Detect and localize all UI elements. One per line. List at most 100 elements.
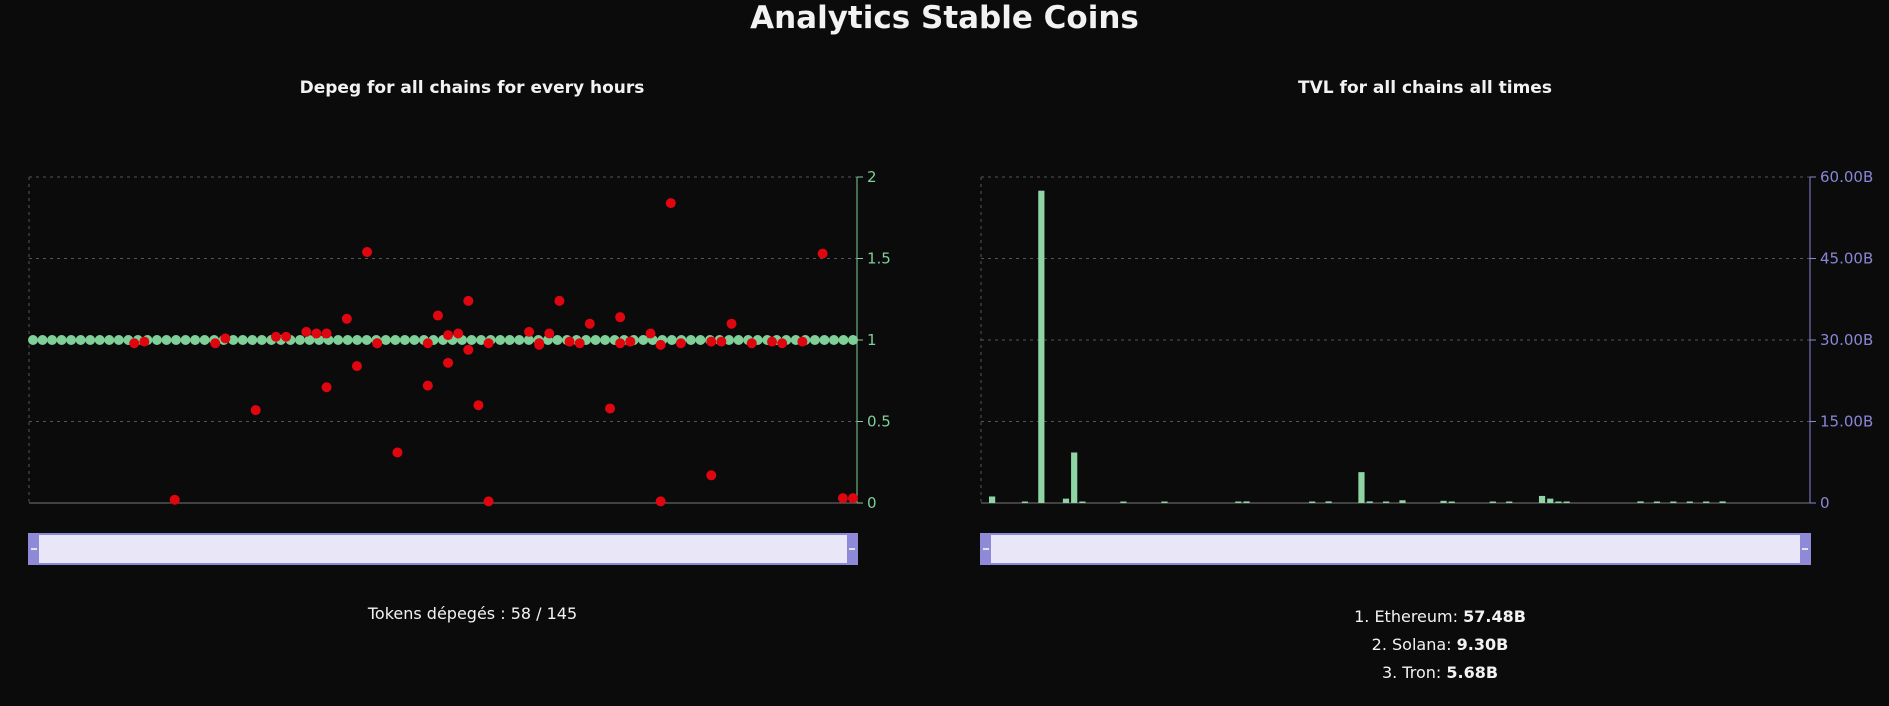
depeg-point <box>524 326 535 337</box>
stable-point <box>28 335 38 345</box>
depeg-point <box>584 318 595 329</box>
depeg-chart-title: Depeg for all chains for every hours <box>299 78 645 98</box>
ranking-item-3: 3. Tron: 5.68B <box>1381 663 1499 682</box>
depeg-point <box>483 338 494 349</box>
depeg-point <box>797 336 808 347</box>
tvl-bar <box>1440 500 1447 503</box>
tvl-bar <box>1366 501 1373 503</box>
tvl-bar <box>1563 501 1570 503</box>
tvl-bar <box>1399 500 1406 503</box>
depeg-point <box>463 295 474 306</box>
tvl-bar <box>1670 501 1677 503</box>
depeg-chart-tick-label: 1 <box>867 331 877 349</box>
tvl-bar <box>1021 501 1029 503</box>
depeg-point <box>706 336 717 347</box>
tvl-bar <box>989 496 996 503</box>
stable-point <box>380 335 391 345</box>
depeg-point <box>675 338 686 349</box>
depeg-point <box>362 246 373 257</box>
stable-point <box>600 335 611 345</box>
depeg-point <box>311 328 322 339</box>
tvl-chart-range-slider[interactable] <box>980 533 1811 565</box>
stable-point <box>514 335 525 345</box>
tvl-bar <box>1703 501 1710 503</box>
tvl-bar <box>1038 190 1045 503</box>
depeg-chart-range-slider[interactable] <box>28 533 858 565</box>
stable-point <box>247 335 258 345</box>
tvl-bar <box>1555 501 1562 503</box>
stable-point <box>523 335 534 345</box>
depeg-point <box>483 496 494 507</box>
tvl-ranking: 1. Ethereum: 57.48B 2. Solana: 9.30B 3. … <box>1280 603 1600 687</box>
depeg-point <box>574 338 585 349</box>
depeg-point <box>321 382 332 393</box>
tvl-bar <box>1547 498 1554 503</box>
stable-point <box>495 335 506 345</box>
depeg-point <box>777 338 788 349</box>
tvl-bar <box>1161 501 1168 503</box>
depeg-point <box>432 310 443 321</box>
depeg-point <box>270 331 281 342</box>
depeg-point <box>564 336 575 347</box>
stable-point <box>199 335 210 345</box>
depeg-point <box>544 328 555 339</box>
depeg-point <box>615 312 626 323</box>
depeg-point <box>422 338 433 349</box>
stable-point <box>399 335 410 345</box>
stable-point <box>695 335 706 345</box>
stable-point <box>190 335 201 345</box>
depeg-point <box>210 338 221 349</box>
stable-point <box>352 335 363 345</box>
tvl-chart-tick-label: 15.00B <box>1820 413 1873 431</box>
stable-point <box>56 335 67 345</box>
tvl-bar <box>1358 472 1365 503</box>
depeg-point <box>645 328 656 339</box>
tvl-chart-tick-label: 60.00B <box>1820 168 1873 186</box>
tvl-bar <box>1489 501 1496 503</box>
stable-point <box>809 335 820 345</box>
stable-point <box>504 335 515 345</box>
depeg-point <box>817 248 828 259</box>
page-title: Analytics Stable Coins <box>750 0 1139 36</box>
depeg-point <box>422 380 433 391</box>
depeg-point <box>281 331 292 342</box>
stable-point <box>37 335 48 345</box>
stable-point <box>552 335 563 345</box>
stable-point <box>590 335 601 345</box>
tvl-bar <box>1062 498 1070 503</box>
tvl-chart-tick-label: 45.00B <box>1820 250 1873 268</box>
stable-point <box>104 335 115 345</box>
stable-point <box>333 335 344 345</box>
stable-point <box>685 335 696 345</box>
depeg-point <box>706 470 717 481</box>
tvl-bar <box>1243 501 1250 503</box>
ranking-item-2: 2. Solana: 9.30B <box>1371 635 1509 654</box>
stable-point <box>466 335 477 345</box>
depeg-point <box>169 494 180 505</box>
depeg-point <box>351 361 362 372</box>
depeg-chart-tick-label: 0 <box>867 494 877 512</box>
tvl-bar <box>1686 501 1693 503</box>
tvl-chart-title: TVL for all chains all times <box>1298 78 1552 98</box>
stable-point <box>838 335 849 345</box>
tvl-bar <box>1448 501 1455 503</box>
tvl-chart-tick-label: 30.00B <box>1820 331 1873 349</box>
stable-point <box>342 335 353 345</box>
depeg-point <box>341 313 352 324</box>
stable-point <box>638 335 649 345</box>
depeg-point <box>220 333 231 344</box>
depeg-chart-tick-label: 0.5 <box>867 413 891 431</box>
tvl-bar <box>1382 501 1390 503</box>
depeg-point <box>716 336 727 347</box>
depeg-point <box>767 336 778 347</box>
stable-point <box>180 335 191 345</box>
stable-point <box>151 335 162 345</box>
depeg-point <box>655 496 666 507</box>
stable-point <box>75 335 86 345</box>
stable-point <box>819 335 830 345</box>
ranking-item-1: 1. Ethereum: 57.48B <box>1354 607 1526 626</box>
tvl-bar <box>1719 501 1726 503</box>
depeg-point <box>139 336 150 347</box>
depeg-summary: Tokens dépegés : 58 / 145 <box>367 604 578 623</box>
depeg-point <box>848 493 858 504</box>
